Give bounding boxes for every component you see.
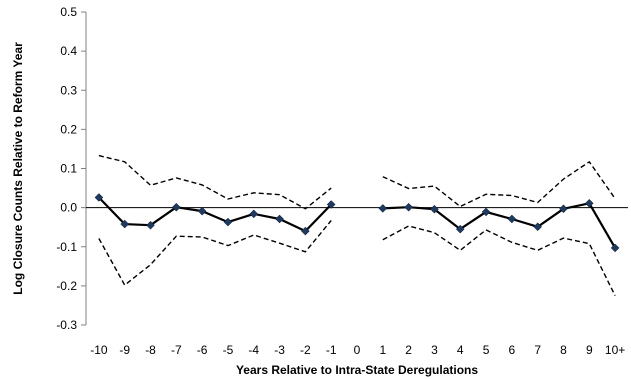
y-tick-label: 0.3 [60,83,77,97]
x-tick-label: -5 [223,343,234,357]
x-tick-label: -8 [145,343,156,357]
data-point-marker [275,214,284,224]
y-tick-label: -0.1 [56,240,77,254]
series-group [98,154,617,297]
x-tick-label: 3 [431,343,438,357]
y-tick-label: 0.0 [60,201,77,215]
x-tick-label: 8 [560,343,567,357]
data-point-marker [430,204,439,214]
x-tick-label: -3 [274,343,285,357]
x-tick-label: 7 [534,343,541,357]
data-point-marker [171,202,181,212]
data-point-marker [223,217,233,227]
data-point-marker [584,198,594,208]
data-point-marker [146,220,155,230]
x-tick-label: -9 [119,343,130,357]
x-tick-label: 0 [354,343,361,357]
data-point-marker [301,226,310,236]
x-tick-label: -1 [326,343,337,357]
data-point-marker [404,202,413,212]
data-point-marker [249,209,259,219]
x-tick-label: -4 [248,343,259,357]
estimate-line [98,196,617,249]
y-tick-label: 0.1 [60,162,77,176]
x-tick-label: 2 [405,343,412,357]
data-point-marker [481,207,491,217]
data-point-marker [610,243,620,253]
data-point-marker [455,224,465,234]
x-axis-ticks: -10 -9 -8 -7 -6 -5 -4 -3 -2 -1 0 1 2 3 4 5 6 7 8 9 10+ [90,343,625,357]
data-point-marker [326,200,336,209]
y-tick-label: -0.2 [56,279,77,293]
x-tick-label: -2 [300,343,311,357]
y-tick-label: 0.5 [60,5,77,19]
data-point-marker [507,214,517,224]
data-point-marker [120,219,130,229]
confidence-band-line [98,220,616,297]
data-point-marker [94,193,104,202]
x-tick-label: 4 [457,343,464,357]
x-tick-label: 9 [586,343,593,357]
markers-group [94,193,620,253]
y-tick-label: 0.4 [60,44,77,58]
y-axis-ticks: 0.5 0.4 0.3 0.2 0.1 0.0 -0.1 -0.2 -0.3 [56,5,86,332]
confidence-band-line [98,154,616,210]
x-tick-label: 10+ [605,343,625,357]
data-point-marker [378,204,388,213]
data-point-marker [533,222,543,232]
x-tick-label: -6 [197,343,208,357]
x-tick-label: 6 [509,343,516,357]
x-axis-title: Years Relative to Intra-State Deregulati… [236,363,478,377]
y-axis-title: Log Closure Counts Relative to Reform Ye… [11,42,25,295]
data-point-marker [197,206,207,216]
x-tick-label: 5 [483,343,490,357]
data-point-marker [559,204,568,214]
x-tick-label: -7 [171,343,182,357]
y-tick-label: 0.2 [60,122,77,136]
x-tick-label: -10 [90,343,108,357]
y-tick-label: -0.3 [56,318,77,332]
x-tick-label: 1 [379,343,386,357]
